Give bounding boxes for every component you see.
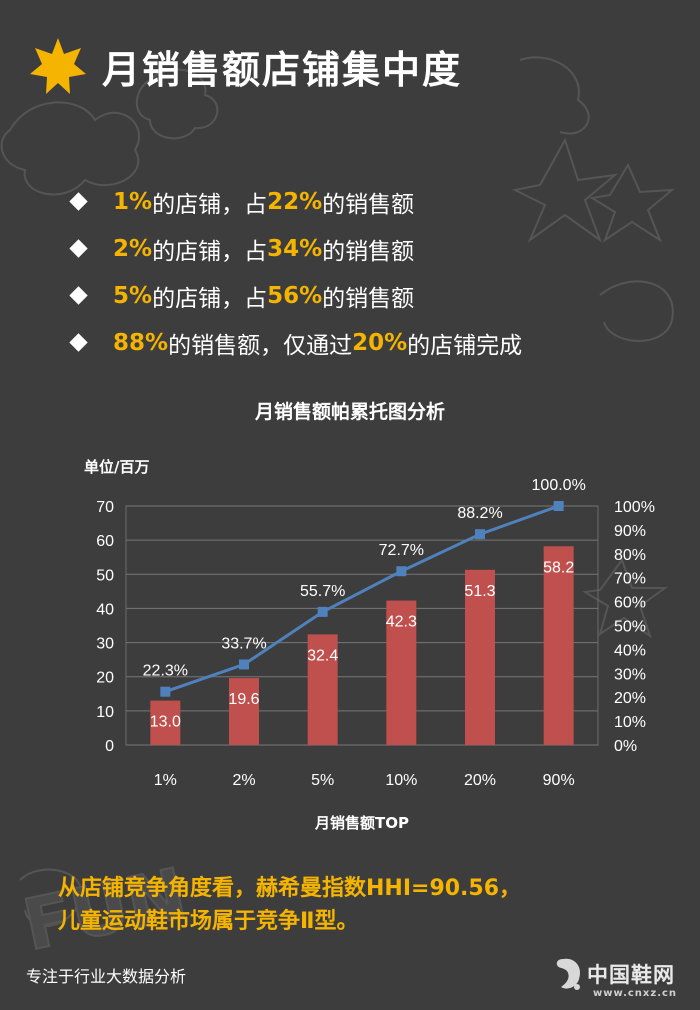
chart-title: 月销售额帕累托图分析 (254, 401, 445, 423)
bar-data-label: 58.2 (543, 559, 574, 576)
x-tick-label: 1% (154, 772, 177, 789)
bullet-text: 的店铺完成 (407, 332, 523, 359)
bullet-item: 1% 的店铺，占 22% 的销售额 (69, 178, 522, 225)
line-data-label: 100.0% (532, 477, 586, 494)
bar (150, 700, 181, 745)
bullet-text: 的销售额 (322, 191, 415, 218)
y-right-tick-label: 0% (614, 738, 637, 755)
bullet-highlight: 34% (267, 235, 323, 262)
x-tick-label: 90% (543, 772, 575, 789)
pareto-chart: 0 10 20 30 40 50 60 70 0% 10% 20% 30% 40% 50% 60% 70% 80… (84, 458, 655, 832)
bullet-highlight: 56% (267, 282, 323, 309)
bar-data-label: 42.3 (386, 614, 417, 631)
y-right-tick-label: 80% (614, 547, 646, 564)
y-axis-unit-label: 单位/百万 (84, 458, 149, 476)
line-marker (396, 566, 407, 577)
plot-area (125, 505, 599, 746)
bar-data-label: 19.6 (228, 691, 259, 708)
bar-data-label: 13.0 (150, 714, 181, 731)
star-icon (30, 38, 86, 94)
line-data-label: 72.7% (379, 542, 424, 559)
bullet-item: 2% 的店铺，占 34% 的销售额 (69, 225, 522, 272)
bullet-text: 的店铺，占 (152, 285, 268, 312)
y-right-tick-label: 70% (614, 571, 646, 588)
x-tick-label: 2% (232, 772, 255, 789)
bar-data-label: 51.3 (464, 583, 495, 600)
header: 月销售额店铺集中度 (28, 36, 462, 96)
line-data-label: 33.7% (221, 635, 266, 652)
y-right-tick-label: 50% (614, 619, 646, 636)
y-right-tick-label: 10% (614, 714, 646, 731)
y-left-tick-label: 20 (96, 670, 114, 687)
bullet-highlight: 20% (352, 329, 408, 356)
page-title: 月销售额店铺集中度 (102, 47, 463, 92)
y-left-tick-label: 40 (96, 601, 114, 618)
line-data-label: 22.3% (143, 663, 188, 680)
bar (229, 678, 259, 745)
line-marker (553, 501, 564, 511)
line-marker (317, 606, 328, 617)
bar (465, 569, 495, 745)
x-tick-label: 5% (311, 772, 334, 789)
line-data-label: 55.7% (300, 583, 345, 600)
y-left-tick-label: 0 (105, 738, 114, 755)
shoe-logo-icon (556, 958, 581, 990)
y-right-tick-label: 90% (614, 523, 646, 540)
bullet-highlight: 5% (113, 282, 153, 309)
bullet-text: 的店铺，占 (152, 238, 268, 265)
line-marker (160, 686, 171, 697)
y-left-tick-label: 10 (96, 704, 114, 721)
x-tick-label: 20% (464, 772, 496, 789)
bar (386, 600, 417, 745)
bar (543, 546, 574, 745)
logo-url: www.cnxz.cn (593, 988, 678, 999)
bullet-text: 的销售额 (322, 285, 415, 312)
line-marker (239, 659, 249, 670)
bullet-highlight: 1% (113, 188, 153, 215)
y-right-tick-label: 100% (614, 499, 655, 516)
x-tick-label: 10% (385, 772, 417, 789)
line-marker (475, 529, 485, 540)
logo-text: 中国鞋网 (587, 963, 675, 987)
y-right-tick-label: 60% (614, 595, 646, 612)
bullet-highlight: 2% (113, 235, 153, 262)
bullet-text: 的销售额，仅通过 (168, 332, 353, 359)
bullet-text: 的销售额 (322, 238, 415, 265)
cumulative-line (164, 504, 560, 694)
bullet-item: 88% 的销售额，仅通过 20% 的店铺完成 (69, 319, 523, 366)
bar (307, 634, 338, 745)
bar-data-label: 32.4 (307, 647, 338, 664)
y-left-tick-label: 60 (96, 533, 114, 550)
bullet-text: 的店铺，占 (152, 191, 268, 218)
y-right-tick-label: 30% (614, 666, 646, 683)
bullet-item: 5% 的店铺，占 56% 的销售额 (69, 272, 522, 319)
y-right-tick-label: 20% (614, 690, 646, 707)
x-axis-title: 月销售额TOP (314, 814, 409, 832)
conclusion: 从店铺竞争角度看，赫希曼指数HHI=90.56， 儿童运动鞋市场属于竞争Ⅱ型。 (58, 872, 521, 938)
y-left-tick-label: 30 (96, 636, 114, 653)
site-logo: 中国鞋网 (553, 955, 675, 993)
y-right-tick-label: 40% (614, 642, 646, 659)
footer-tagline: 专注于行业大数据分析 (26, 967, 187, 986)
y-left-tick-label: 70 (96, 499, 114, 516)
bullet-highlight: 22% (267, 188, 323, 215)
y-left-tick-label: 50 (96, 567, 114, 584)
conclusion-line: 从店铺竞争角度看，赫希曼指数HHI=90.56， (58, 876, 522, 901)
line-data-label: 88.2% (457, 505, 502, 522)
bullet-highlight: 88% (113, 329, 169, 356)
bullet-list: 1% 的店铺，占 22% 的销售额 2% 的店铺，占 34% 的销售额 5% 的… (69, 178, 523, 366)
conclusion-line: 儿童运动鞋市场属于竞争Ⅱ型。 (58, 909, 359, 934)
